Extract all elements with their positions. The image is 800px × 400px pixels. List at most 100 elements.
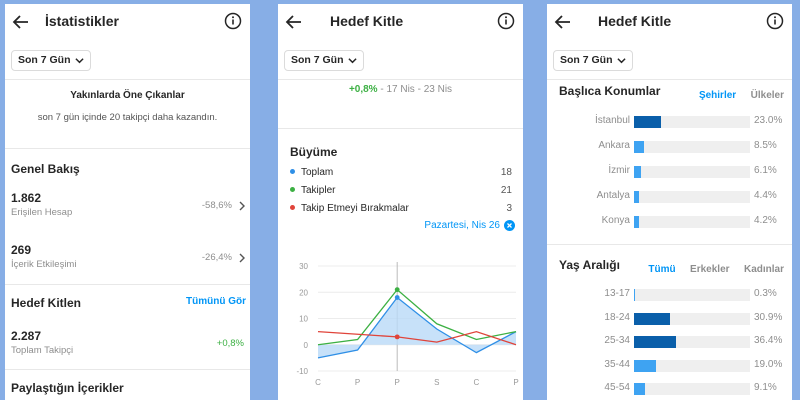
close-icon[interactable] (504, 220, 515, 231)
location-bar-fill (634, 141, 644, 153)
tab-all[interactable]: Tümü (648, 264, 676, 275)
selected-day-label: Pazartesi, Nis 26 (424, 220, 500, 231)
age-bar-fill (634, 359, 657, 372)
x-tick-label: S (434, 378, 439, 387)
tab-women[interactable]: Kadınlar (743, 264, 784, 275)
summary-range: - 17 Nis - 23 Nis (377, 84, 453, 95)
date-range-dropdown[interactable]: Son 7 Gün (553, 50, 633, 71)
location-bar-fill (634, 216, 639, 228)
metric-change: -58,6% (201, 200, 232, 211)
followers-value: 2.287 (11, 329, 42, 343)
series-line-Toplam (317, 296, 517, 359)
locations-tabs: Şehirler Ülkeler (689, 85, 784, 103)
page-title: Hedef Kitle (330, 13, 404, 29)
metric-row-reach[interactable]: 1.862 Erişilen Hesap -58,6% (5, 190, 250, 224)
age-bar-label: 45-54 (604, 382, 630, 393)
age-bar-percent: 9.1% (754, 382, 777, 393)
legend-value: 21 (500, 185, 512, 196)
x-tick-label: C (315, 378, 321, 387)
series-line-Takip Etmeyi Bırakmalar (317, 330, 517, 346)
growth-chart[interactable]: 30 20 10 0 -10 C P P S C P (278, 256, 523, 396)
location-bar-track (634, 191, 750, 203)
age-bar-fill (634, 289, 636, 301)
metric-label: Erişilen Hesap (11, 207, 73, 218)
y-tick-label: 30 (299, 262, 308, 271)
highlights-text: son 7 gün içinde 20 takipçi daha kazandı… (37, 112, 218, 123)
location-bar-label: Antalya (596, 190, 630, 201)
age-bar-label: 35-44 (604, 358, 630, 370)
header: Hedef Kitle (278, 4, 523, 40)
legend-value: 3 (506, 203, 512, 214)
x-tick-label: P (513, 378, 518, 387)
age-bar-label: 18-24 (604, 311, 630, 323)
header: İstatistikler (5, 4, 250, 40)
series-point-Takipler (394, 287, 400, 293)
date-range-dropdown[interactable]: Son 7 Gün (284, 50, 364, 71)
legend-label: Takipler (301, 185, 336, 196)
page-title: Hedef Kitle (598, 13, 672, 29)
location-bar-fill (634, 116, 661, 128)
back-arrow-icon[interactable] (553, 12, 573, 32)
location-bar-row: Antalya 4.4% (547, 190, 792, 204)
see-all-link[interactable]: Tümünü Gör (186, 296, 246, 307)
age-bar-track (634, 383, 750, 395)
age-bar-row: 18-24 30.9% (547, 312, 792, 326)
metric-label: İçerik Etkileşimi (11, 259, 77, 270)
audience-demographics-panel: Hedef Kitle Son 7 Gün Başlıca Konumlar Ş… (547, 4, 792, 400)
metric-row-engagement[interactable]: 269 İçerik Etkileşimi -26,4% (5, 242, 250, 276)
summary-line: +0,8% - 17 Nis - 23 Nis (278, 84, 523, 95)
info-icon[interactable] (224, 12, 242, 30)
legend-value: 18 (500, 167, 512, 178)
chevron-down-icon (74, 58, 84, 64)
age-bar-percent: 19.0% (754, 358, 783, 370)
followers-label: Toplam Takipçi (11, 345, 74, 356)
chevron-right-icon (239, 253, 245, 263)
tab-men[interactable]: Erkekler (690, 264, 730, 275)
legend-dot (290, 168, 295, 174)
age-bar-track (634, 312, 750, 325)
selected-day-chip[interactable]: Pazartesi, Nis 26 (424, 220, 515, 231)
chevron-down-icon (616, 58, 626, 64)
metric-value: 269 (11, 243, 32, 257)
info-icon[interactable] (497, 12, 515, 30)
location-bar-track (634, 166, 750, 178)
location-bar-fill (634, 166, 642, 178)
audience-growth-panel: Hedef Kitle Son 7 Gün +0,8% - 17 Nis - 2… (278, 4, 523, 400)
series-point-Toplam (394, 295, 400, 300)
location-bar-track (634, 141, 750, 153)
location-bar-label: İstanbul (594, 115, 630, 126)
metric-change: -26,4% (201, 252, 232, 263)
legend-follows: Takipler 21 (290, 185, 512, 199)
metric-value: 1.862 (11, 191, 42, 205)
series-line-Takipler (317, 288, 517, 346)
x-tick-label: C (474, 378, 480, 387)
legend-label: Toplam (301, 167, 334, 178)
location-bar-label: Ankara (598, 140, 630, 151)
legend-total: Toplam 18 (290, 167, 512, 181)
followers-change: +0,8% (216, 338, 244, 349)
growth-title: Büyüme (290, 145, 338, 159)
date-range-dropdown[interactable]: Son 7 Gün (11, 50, 91, 71)
location-bar-row: İzmir 6.1% (547, 165, 792, 179)
tab-countries[interactable]: Ülkeler (750, 90, 784, 101)
summary-change: +0,8% (348, 84, 378, 95)
location-bar-row: İstanbul 23.0% (547, 115, 792, 129)
back-arrow-icon[interactable] (284, 12, 304, 32)
age-bar-fill (634, 312, 670, 325)
series-point-Takip Etmeyi Bırakmalar (394, 334, 400, 340)
insights-panel: İstatistikler Son 7 Gün Yakınlarda Öne Ç… (5, 4, 250, 400)
tab-cities[interactable]: Şehirler (698, 90, 737, 101)
header: Hedef Kitle (547, 4, 792, 40)
location-bar-row: Konya 4.2% (547, 215, 792, 229)
back-arrow-icon[interactable] (11, 12, 31, 32)
location-bar-percent: 6.1% (754, 165, 777, 176)
age-bar-label: 13-17 (604, 288, 630, 299)
x-tick-label: P (355, 378, 360, 387)
y-tick-label: 0 (304, 341, 309, 350)
x-tick-label: P (395, 378, 400, 387)
location-bar-percent: 23.0% (754, 115, 783, 126)
info-icon[interactable] (766, 12, 784, 30)
age-bar-row: 13-17 0.3% (547, 288, 792, 302)
date-range-label: Son 7 Gün (18, 54, 71, 66)
audience-title: Hedef Kitlen (11, 296, 82, 310)
